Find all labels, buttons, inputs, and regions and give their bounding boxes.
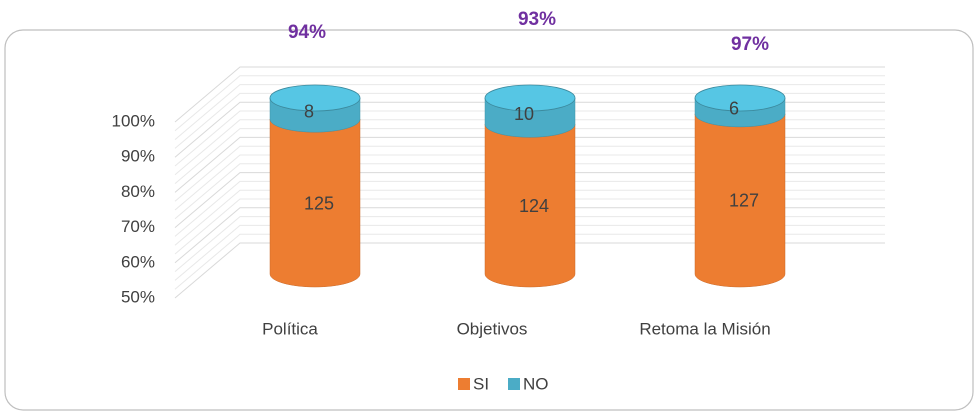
y-tick-label: 80% [121, 182, 155, 201]
minor-grid-line [174, 75, 885, 132]
minor-grid-line [174, 224, 885, 281]
x-tick-label: Objetivos [457, 319, 528, 338]
annotation: 93% [518, 9, 556, 30]
cylinder-cap [484, 84, 576, 112]
minor-grid-line [174, 128, 885, 184]
minor-grid-line [174, 84, 885, 140]
grid-line [174, 207, 885, 264]
y-tick-label: 70% [121, 217, 155, 236]
minor-grid-line [174, 198, 885, 255]
y-tick-label: 60% [121, 252, 155, 271]
data-label: 127 [729, 191, 759, 211]
x-tick-label: Retoma la Misión [639, 319, 770, 338]
legend-swatch [458, 378, 470, 390]
minor-grid-line [174, 154, 885, 211]
data-label: 125 [304, 193, 334, 213]
y-tick-label: 100% [112, 111, 155, 130]
minor-grid-line [174, 119, 885, 176]
x-tick-label: Política [262, 319, 318, 338]
grid-line [174, 101, 885, 158]
legend-label: NO [523, 374, 549, 393]
minor-grid-line [174, 189, 885, 246]
grid-line [174, 242, 885, 299]
grid-line [174, 172, 885, 228]
minor-grid-line [174, 110, 885, 167]
cylinder-cap [269, 84, 361, 112]
legend-swatch [508, 378, 520, 390]
minor-grid-line [174, 163, 885, 220]
minor-grid-line [174, 180, 885, 237]
y-tick-label: 90% [121, 147, 155, 166]
minor-grid-line [174, 233, 885, 290]
grid-line [174, 66, 885, 123]
minor-grid-line [174, 216, 885, 272]
minor-grid-line [174, 92, 885, 149]
data-label: 8 [304, 101, 314, 121]
grid-line [174, 136, 885, 193]
annotation: 97% [731, 34, 769, 55]
data-label: 6 [729, 99, 739, 119]
legend-label: SI [473, 374, 489, 393]
y-tick-label: 50% [121, 287, 155, 306]
minor-grid-line [174, 145, 885, 202]
data-label: 10 [514, 104, 534, 124]
cylinder-cap [694, 84, 786, 112]
annotation: 94% [288, 22, 326, 43]
data-label: 124 [519, 196, 549, 216]
